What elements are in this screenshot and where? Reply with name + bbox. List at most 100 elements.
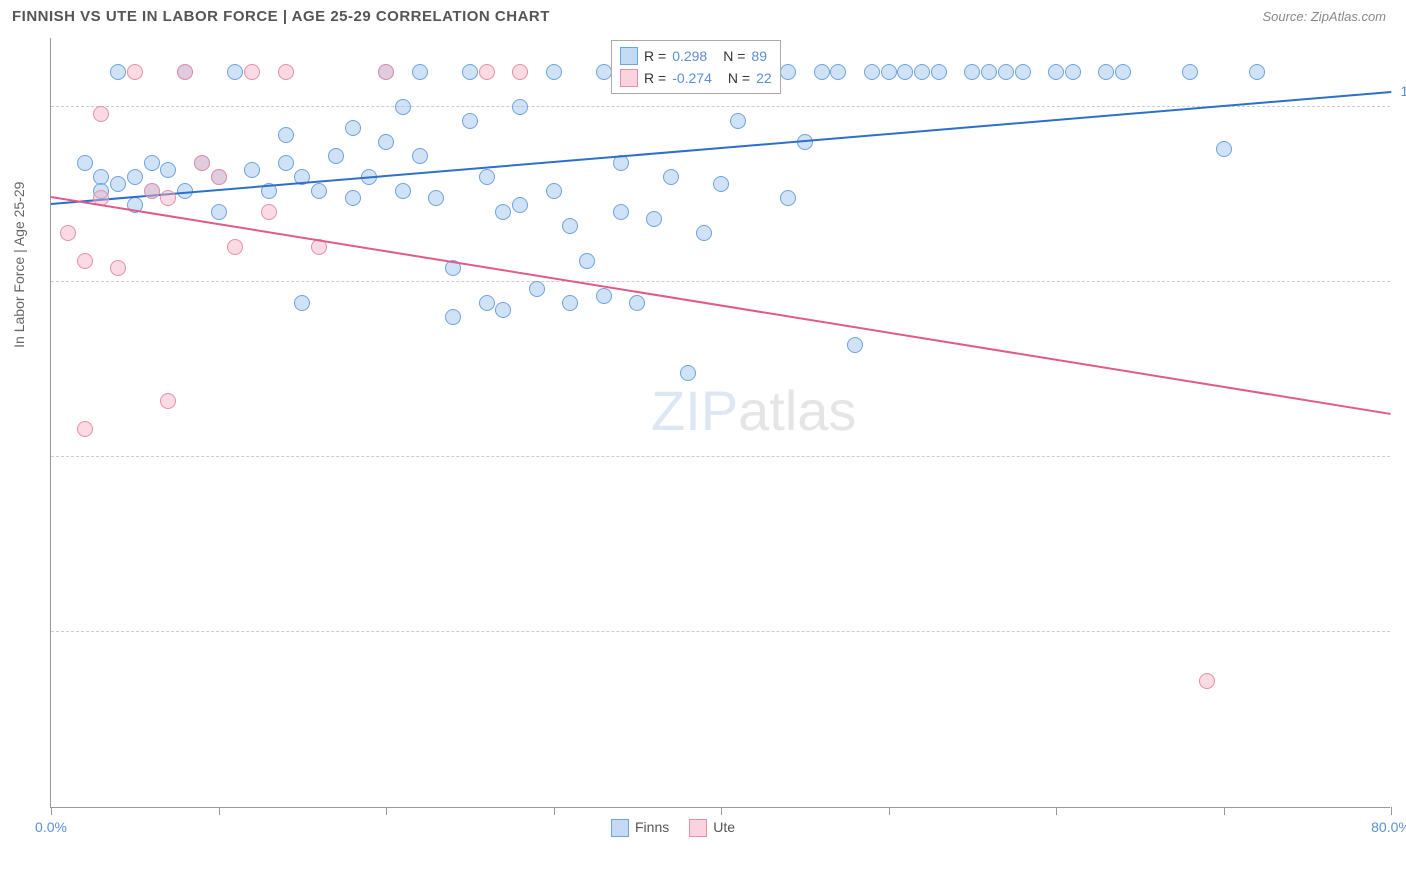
data-point-finns (77, 155, 93, 171)
data-point-finns (629, 295, 645, 311)
data-point-finns (546, 64, 562, 80)
data-point-finns (345, 190, 361, 206)
x-tick (554, 807, 555, 815)
legend-swatch (611, 819, 629, 837)
data-point-finns (998, 64, 1014, 80)
data-point-finns (294, 295, 310, 311)
data-point-finns (1216, 141, 1232, 157)
data-point-finns (964, 64, 980, 80)
data-point-ute (177, 64, 193, 80)
data-point-finns (144, 155, 160, 171)
gridline (51, 631, 1390, 632)
data-point-finns (244, 162, 260, 178)
data-point-finns (1182, 64, 1198, 80)
data-point-finns (412, 148, 428, 164)
x-tick (219, 807, 220, 815)
data-point-ute (278, 64, 294, 80)
data-point-ute (479, 64, 495, 80)
data-point-ute (110, 260, 126, 276)
data-point-finns (864, 64, 880, 80)
r-label: R = (644, 70, 666, 86)
data-point-finns (1098, 64, 1114, 80)
legend-row: R = 0.298 N = 89 (620, 45, 772, 67)
data-point-finns (730, 113, 746, 129)
x-tick (386, 807, 387, 815)
x-tick (889, 807, 890, 815)
n-label: N = (723, 48, 745, 64)
data-point-finns (445, 309, 461, 325)
r-value: -0.274 (672, 70, 712, 86)
data-point-ute (127, 64, 143, 80)
legend-item: Ute (689, 819, 735, 837)
data-point-ute (77, 253, 93, 269)
watermark: ZIPatlas (651, 378, 856, 443)
r-value: 0.298 (672, 48, 707, 64)
data-point-finns (562, 218, 578, 234)
data-point-finns (529, 281, 545, 297)
gridline (51, 281, 1390, 282)
data-point-finns (495, 302, 511, 318)
data-point-finns (596, 64, 612, 80)
x-axis-label-min: 0.0% (35, 819, 67, 835)
data-point-ute (244, 64, 260, 80)
data-point-finns (462, 64, 478, 80)
legend-row: R =-0.274N =22 (620, 67, 772, 89)
data-point-finns (881, 64, 897, 80)
data-point-ute (160, 393, 176, 409)
data-point-ute (512, 64, 528, 80)
data-point-finns (479, 295, 495, 311)
data-point-finns (160, 162, 176, 178)
data-point-finns (1065, 64, 1081, 80)
data-point-finns (914, 64, 930, 80)
data-point-finns (512, 99, 528, 115)
data-point-finns (345, 120, 361, 136)
data-point-finns (479, 169, 495, 185)
y-tick-label: 100.0% (1401, 83, 1406, 99)
data-point-finns (1015, 64, 1031, 80)
data-point-finns (596, 288, 612, 304)
data-point-finns (663, 169, 679, 185)
legend-label: Ute (713, 819, 735, 835)
data-point-finns (562, 295, 578, 311)
data-point-finns (127, 169, 143, 185)
x-axis-label-max: 80.0% (1371, 819, 1406, 835)
x-tick (1391, 807, 1392, 815)
data-point-ute (378, 64, 394, 80)
data-point-finns (830, 64, 846, 80)
source-attribution: Source: ZipAtlas.com (1262, 9, 1386, 24)
data-point-finns (713, 176, 729, 192)
x-tick (1224, 807, 1225, 815)
data-point-finns (780, 190, 796, 206)
data-point-finns (613, 204, 629, 220)
data-point-finns (814, 64, 830, 80)
data-point-ute (261, 204, 277, 220)
data-point-finns (378, 134, 394, 150)
data-point-finns (110, 64, 126, 80)
legend-swatch (689, 819, 707, 837)
data-point-finns (428, 190, 444, 206)
data-point-ute (144, 183, 160, 199)
data-point-finns (696, 225, 712, 241)
data-point-finns (1249, 64, 1265, 80)
correlation-legend: R =0.298N =89R =-0.274N =22 (611, 40, 781, 94)
series-legend: Finns Ute (611, 819, 735, 837)
y-axis-title: In Labor Force | Age 25-29 (11, 181, 27, 347)
chart-header: FINNISH VS UTE IN LABOR FORCE | AGE 25-2… (0, 0, 1406, 33)
data-point-ute (160, 190, 176, 206)
x-tick (1056, 807, 1057, 815)
data-point-finns (328, 148, 344, 164)
legend-label: Finns (635, 819, 669, 835)
data-point-finns (981, 64, 997, 80)
n-value: 89 (751, 48, 767, 64)
data-point-finns (512, 197, 528, 213)
data-point-finns (211, 204, 227, 220)
data-point-finns (462, 113, 478, 129)
data-point-finns (110, 176, 126, 192)
data-point-finns (311, 183, 327, 199)
data-point-finns (546, 183, 562, 199)
r-label: R = (644, 48, 666, 64)
legend-item: Finns (611, 819, 669, 837)
data-point-ute (211, 169, 227, 185)
x-tick (51, 807, 52, 815)
data-point-finns (1048, 64, 1064, 80)
